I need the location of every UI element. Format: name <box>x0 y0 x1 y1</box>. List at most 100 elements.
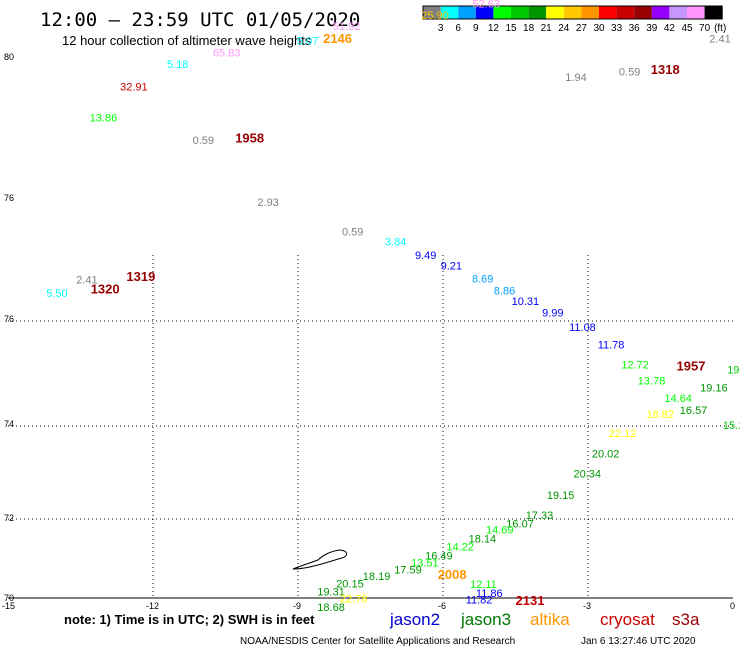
colorbar-swatch <box>440 6 459 19</box>
y-tick-label: 74 <box>4 419 14 429</box>
wave-height-value: 2.41 <box>709 33 730 45</box>
wave-height-value: 0.59 <box>193 135 214 147</box>
wave-height-value: 18.68 <box>317 602 345 614</box>
footer-credit: NOAA/NESDIS Center for Satellite Applica… <box>240 636 515 647</box>
colorbar-swatch <box>423 6 441 19</box>
colorbar-frame <box>422 5 723 20</box>
wave-height-value: 0.59 <box>619 67 640 79</box>
wave-height-value: 8.86 <box>494 286 515 298</box>
map-subtitle: 12 hour collection of altimeter wave hei… <box>62 33 312 48</box>
wave-height-value: 18.14 <box>469 533 497 545</box>
sat-legend-jason3: jason3 <box>460 610 511 629</box>
wave-height-value: 22.78 <box>340 594 368 606</box>
colorbar-label: 39 <box>646 23 658 34</box>
colorbar-swatch <box>581 6 599 19</box>
sat-legend-jason2: jason2 <box>389 610 440 629</box>
wave-height-value: 14.22 <box>446 542 474 554</box>
wave-height-value: 5.18 <box>167 59 188 71</box>
wave-height-value: 5.07 <box>297 35 318 47</box>
y-axis-labels: 80 76 76 74 72 70 <box>4 52 14 603</box>
wave-height-value: 19.31 <box>317 587 345 599</box>
wave-height-observations: 30.8722.164232.3652.6325.9051.925.072.41… <box>46 0 740 614</box>
wave-height-value: 10.31 <box>512 296 540 308</box>
colorbar-label: 15 <box>505 23 517 34</box>
colorbar-swatch <box>511 6 529 19</box>
colorbar-swatch <box>651 6 670 19</box>
wave-height-value: 14.64 <box>664 393 692 405</box>
colorbar-swatch <box>704 6 723 19</box>
colorbar-swatch <box>458 6 476 19</box>
colorbar-label: 42 <box>664 23 676 34</box>
x-tick-label: -12 <box>146 601 159 611</box>
colorbar-swatch <box>493 6 511 19</box>
colorbar-label: 21 <box>541 23 553 34</box>
wave-height-value: 19.15 <box>547 490 575 502</box>
colorbar-label: (ft) <box>714 23 726 34</box>
pass-time-label: 2008 <box>438 567 467 582</box>
colorbar-label: 9 <box>473 23 479 34</box>
wave-height-value: 16.07 <box>506 518 534 530</box>
x-tick-label: 0 <box>730 601 735 611</box>
colorbar-label: 24 <box>558 23 570 34</box>
pass-time-label: 1319 <box>126 269 155 284</box>
wave-height-value: 2.41 <box>76 275 97 287</box>
pass-time-labels: 181821461318195813191320195720082131 <box>91 31 706 608</box>
wave-height-value: 25.90 <box>421 10 449 22</box>
colorbar-label: 70 <box>699 23 711 34</box>
wave-height-value: 20.15 <box>336 579 364 591</box>
satellite-legend: jason2 jason3 altika cryosat s3a <box>389 610 700 629</box>
wave-height-value: 11.08 <box>569 322 596 334</box>
wave-height-value: 22.12 <box>609 428 637 440</box>
y-tick-label: 80 <box>4 52 14 62</box>
colorbar-label: 12 <box>488 23 500 34</box>
pass-time-label: 1957 <box>677 359 706 374</box>
wave-height-value: 16.49 <box>425 550 453 562</box>
wave-height-value: 65.83 <box>213 48 241 60</box>
wave-height-value: 2.93 <box>257 197 278 209</box>
pass-time-label: 1318 <box>651 62 680 77</box>
pass-time-label: 2146 <box>323 31 352 46</box>
colorbar-label: 6 <box>455 23 461 34</box>
colorbar-swatch <box>563 6 582 19</box>
wave-height-value: 52.63 <box>473 0 501 10</box>
wave-height-value: 13.86 <box>90 113 118 125</box>
wave-height-value: 1.94 <box>565 72 586 84</box>
wave-height-value: 14.69 <box>486 525 514 537</box>
wave-height-value: 9.49 <box>415 250 436 262</box>
y-tick-label: 70 <box>4 593 14 603</box>
colorbar-label: 36 <box>629 23 641 34</box>
lat-lon-grid <box>8 255 733 599</box>
colorbar-legend: 3 6 9 12 15 18 21 24 27 30 33 36 39 42 45 70 (ft) <box>422 5 726 34</box>
island-outline <box>292 549 348 570</box>
colorbar-swatch <box>528 6 547 19</box>
y-tick-label: 76 <box>4 193 14 203</box>
wave-height-value: 13.78 <box>638 375 666 387</box>
colorbar-swatch <box>599 6 617 19</box>
pass-time-label: 1320 <box>91 281 120 296</box>
wave-height-value: 9.99 <box>542 308 563 320</box>
pass-time-label: 1958 <box>235 131 264 146</box>
wave-height-value: 0.59 <box>342 227 363 239</box>
wave-height-value: 19 <box>727 365 739 377</box>
x-tick-label: -9 <box>293 601 301 611</box>
wave-height-value: 20.02 <box>592 449 620 461</box>
wave-height-value: 17.33 <box>526 510 554 522</box>
x-tick-label: -3 <box>583 601 591 611</box>
wave-height-value: 18.19 <box>363 571 391 583</box>
wave-height-value: 17.59 <box>394 565 422 577</box>
colorbar-swatch <box>475 6 494 19</box>
wave-height-value: 5.50 <box>46 288 67 300</box>
x-axis-labels: -15 -12 -9 -6 -3 0 <box>2 601 735 611</box>
wave-height-value: 15.1 <box>723 420 740 432</box>
y-tick-label: 72 <box>4 513 14 523</box>
colorbar-swatch <box>634 6 652 19</box>
wave-height-value: 9.21 <box>441 260 462 272</box>
note-text: note: 1) Time is in UTC; 2) SWH is in fe… <box>64 612 315 627</box>
wave-height-value: 18.82 <box>647 409 675 421</box>
wave-height-value: 11.82 <box>466 595 493 607</box>
sat-legend-cryosat: cryosat <box>600 610 655 629</box>
colorbar-label: 18 <box>523 23 535 34</box>
wave-height-value: 12.72 <box>621 360 649 372</box>
colorbar-swatch <box>616 6 635 19</box>
sat-legend-altika: altika <box>530 610 570 629</box>
